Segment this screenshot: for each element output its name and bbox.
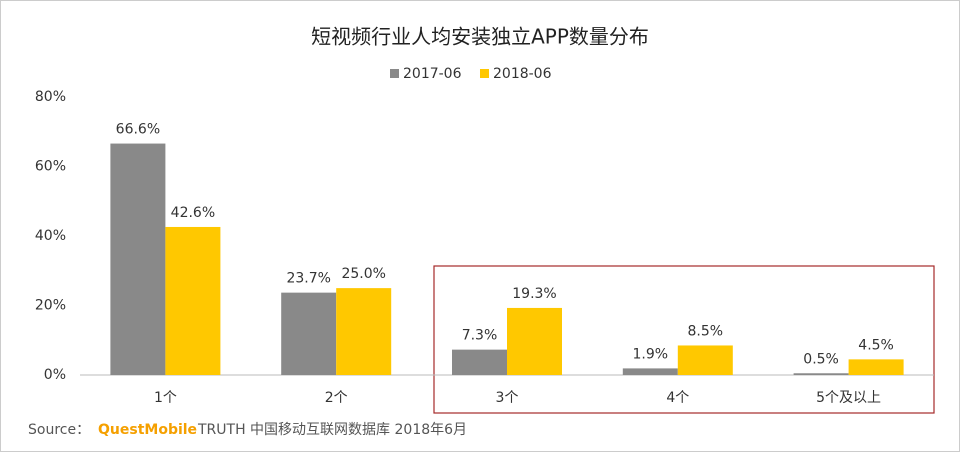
value-label: 7.3% xyxy=(462,328,498,344)
x-tick-label: 5个及以上 xyxy=(816,390,881,406)
bar xyxy=(336,288,392,375)
bar xyxy=(793,373,849,375)
y-tick-label: 20% xyxy=(35,298,66,314)
bar xyxy=(110,143,166,375)
y-tick-label: 80% xyxy=(35,89,66,105)
x-tick-label: 4个 xyxy=(666,390,689,406)
x-tick-label: 3个 xyxy=(496,390,519,406)
x-tick-label: 2个 xyxy=(325,390,348,406)
bar xyxy=(452,349,507,375)
value-label: 1.9% xyxy=(633,346,669,362)
bar xyxy=(165,226,221,375)
value-label: 66.6% xyxy=(116,122,160,138)
legend-label: 2017-06 xyxy=(403,66,462,82)
value-label: 0.5% xyxy=(803,351,839,367)
value-label: 25.0% xyxy=(341,266,385,282)
bar xyxy=(677,345,733,375)
value-label: 23.7% xyxy=(286,271,330,287)
legend-swatch xyxy=(390,69,399,78)
value-label: 4.5% xyxy=(858,337,894,353)
value-label: 19.3% xyxy=(512,286,556,302)
source-text: TRUTH 中国移动互联网数据库 2018年6月 xyxy=(197,422,467,438)
y-tick-label: 60% xyxy=(35,159,66,175)
value-label: 42.6% xyxy=(171,205,215,221)
bar xyxy=(281,292,337,375)
y-tick-label: 40% xyxy=(35,228,66,244)
legend-swatch xyxy=(480,69,489,78)
highlight-box xyxy=(433,265,935,414)
chart-title: 短视频行业人均安装独立APP数量分布 xyxy=(311,25,649,49)
y-tick-label: 0% xyxy=(44,367,66,383)
bar xyxy=(848,359,904,375)
source-brand: QuestMobile xyxy=(98,422,197,438)
x-tick-label: 1个 xyxy=(154,390,177,406)
value-label: 8.5% xyxy=(688,323,724,339)
bar xyxy=(507,307,562,375)
bar xyxy=(622,368,678,375)
source-prefix: Source： xyxy=(28,422,90,438)
legend-label: 2018-06 xyxy=(493,66,552,82)
